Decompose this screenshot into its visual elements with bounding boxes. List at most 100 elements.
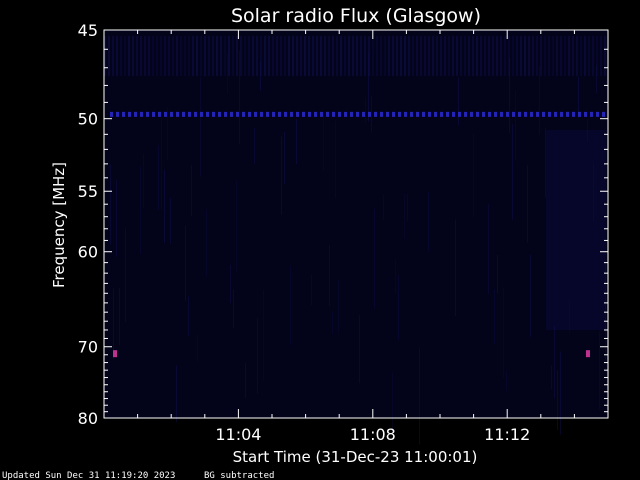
- noise-streak: [539, 65, 540, 135]
- noise-streak: [124, 36, 126, 76]
- noise-streak: [292, 36, 294, 76]
- y-tick-label: 80: [78, 409, 98, 428]
- noise-streak: [311, 274, 312, 306]
- band-segment: [530, 111, 533, 117]
- band-segment: [428, 111, 431, 117]
- noise-streak: [388, 36, 390, 76]
- noise-streak: [557, 369, 558, 431]
- bright-band: [110, 111, 605, 117]
- noise-streak: [376, 36, 378, 76]
- noise-streak: [176, 365, 177, 423]
- noise-streak: [352, 36, 354, 76]
- noise-streak: [480, 36, 482, 76]
- noise-streak: [384, 36, 386, 76]
- band-segment: [296, 111, 299, 117]
- noise-streak: [335, 120, 336, 199]
- noise-streak: [254, 127, 255, 165]
- noise-streak: [392, 36, 394, 76]
- noise-streak: [158, 145, 159, 211]
- noise-streak: [400, 36, 402, 76]
- noise-streak: [512, 123, 513, 220]
- band-segment: [314, 111, 317, 117]
- noise-streak: [572, 36, 574, 76]
- noise-streak: [455, 219, 456, 317]
- noise-streak: [368, 36, 370, 76]
- band-segment: [308, 111, 311, 117]
- noise-streak: [232, 36, 234, 76]
- band-segment: [122, 111, 125, 117]
- x-tick-label: 11:08: [350, 425, 396, 444]
- band-segment: [440, 111, 443, 117]
- noise-streak: [272, 36, 274, 76]
- band-segment: [560, 111, 563, 117]
- noise-streak: [228, 36, 230, 76]
- band-segment: [164, 111, 167, 117]
- noise-streak: [436, 36, 438, 76]
- noise-streak: [312, 36, 314, 76]
- band-segment: [224, 111, 227, 117]
- noise-streak: [596, 65, 597, 93]
- noise-streak: [544, 36, 546, 76]
- noise-streak: [380, 36, 382, 76]
- noise-streak: [524, 36, 526, 76]
- band-segment: [536, 111, 539, 117]
- noise-streak: [108, 36, 110, 76]
- noise-streak: [576, 36, 578, 76]
- noise-streak: [395, 259, 396, 294]
- noise-streak: [512, 36, 514, 76]
- band-segment: [566, 111, 569, 117]
- noise-streak: [371, 96, 372, 133]
- noise-streak: [588, 36, 590, 76]
- band-segment: [272, 111, 275, 117]
- noise-streak: [140, 166, 141, 254]
- band-segment: [338, 111, 341, 117]
- y-tick-label: 60: [78, 243, 98, 262]
- noise-streak: [212, 36, 214, 76]
- noise-streak: [197, 335, 198, 362]
- noise-streak: [509, 57, 510, 133]
- band-segment: [320, 111, 323, 117]
- noise-streak: [188, 296, 189, 337]
- noise-streak: [515, 90, 516, 161]
- noise-streak: [280, 36, 282, 76]
- noise-texture: [104, 36, 606, 445]
- band-segment: [590, 111, 593, 117]
- noise-streak: [184, 36, 186, 76]
- noise-streak: [551, 365, 552, 390]
- noise-streak: [164, 169, 165, 243]
- noise-streak: [140, 36, 142, 76]
- noise-streak: [170, 197, 171, 245]
- noise-streak: [448, 36, 450, 76]
- noise-streak: [204, 36, 206, 76]
- noise-streak: [356, 36, 358, 76]
- noise-streak: [404, 36, 406, 76]
- noise-streak: [244, 36, 246, 76]
- band-segment: [260, 111, 263, 117]
- noise-streak: [392, 372, 393, 433]
- band-segment: [422, 111, 425, 117]
- noise-streak: [348, 36, 350, 76]
- band-segment: [362, 111, 365, 117]
- noise-streak: [560, 351, 561, 435]
- x-tick-label: 11:12: [484, 425, 530, 444]
- noise-streak: [500, 36, 502, 76]
- noise-streak: [256, 36, 258, 76]
- band-segment: [356, 111, 359, 117]
- noise-streak: [116, 36, 118, 76]
- noise-streak: [112, 36, 114, 76]
- band-segment: [350, 111, 353, 117]
- noise-streak: [599, 331, 600, 410]
- noise-streak: [196, 36, 198, 76]
- noise-streak: [110, 164, 111, 245]
- band-segment: [230, 111, 233, 117]
- noise-streak: [248, 36, 250, 76]
- noise-streak: [260, 36, 262, 76]
- edge-marker-left: [113, 350, 117, 358]
- noise-streak: [554, 325, 555, 399]
- noise-streak: [408, 36, 410, 76]
- noise-streak: [424, 36, 426, 76]
- noise-streak: [368, 53, 369, 122]
- noise-streak: [569, 300, 570, 333]
- noise-streak: [148, 36, 150, 76]
- noise-streak: [323, 115, 324, 171]
